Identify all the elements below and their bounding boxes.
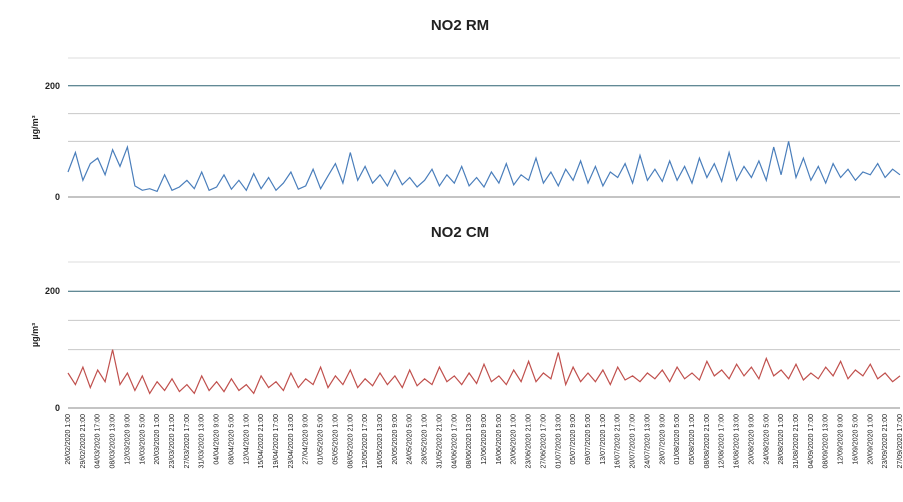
x-tick-label: 29/02/2020 21:00 xyxy=(80,414,87,469)
x-tick-label: 20/03/2020 1:00 xyxy=(154,414,161,465)
chart-title: NO2 RM xyxy=(431,17,489,34)
x-tick-label: 16/03/2020 5:00 xyxy=(139,414,146,465)
x-tick-label: 16/09/2020 5:00 xyxy=(852,414,859,465)
x-tick-label: 31/03/2020 13:00 xyxy=(199,414,206,469)
x-tick-label: 28/05/2020 1:00 xyxy=(422,414,429,465)
x-tick-label: 12/03/2020 9:00 xyxy=(124,414,131,465)
x-tick-label: 16/07/2020 21:00 xyxy=(615,414,622,469)
x-tick-label: 19/04/2020 17:00 xyxy=(273,414,280,469)
x-tick-label: 27/03/2020 17:00 xyxy=(184,414,191,469)
x-tick-label: 23/03/2020 21:00 xyxy=(169,414,176,469)
x-tick-label: 12/06/2020 9:00 xyxy=(481,414,488,465)
x-tick-label: 05/08/2020 1:00 xyxy=(689,414,696,465)
x-tick-label: 28/07/2020 9:00 xyxy=(659,414,666,465)
x-tick-label: 20/05/2020 9:00 xyxy=(392,414,399,465)
x-tick-label: 16/05/2020 13:00 xyxy=(377,414,384,469)
y-tick-label: 200 xyxy=(45,286,60,296)
y-tick-label: 0 xyxy=(55,192,60,202)
x-tick-label: 12/09/2020 9:00 xyxy=(838,414,845,465)
x-tick-label: 15/04/2020 21:00 xyxy=(258,414,265,469)
x-tick-label: 12/05/2020 17:00 xyxy=(362,414,369,469)
x-tick-label: 08/04/2020 5:00 xyxy=(228,414,235,465)
x-tick-label: 24/08/2020 5:00 xyxy=(763,414,770,465)
x-tick-label: 13/07/2020 1:00 xyxy=(600,414,607,465)
x-tick-label: 04/09/2020 17:00 xyxy=(808,414,815,469)
x-tick-label: 31/05/2020 21:00 xyxy=(436,414,443,469)
x-tick-label: 05/07/2020 9:00 xyxy=(570,414,577,465)
x-tick-label: 16/08/2020 13:00 xyxy=(734,414,741,469)
x-tick-label: 24/07/2020 13:00 xyxy=(644,414,651,469)
y-axis-title: µg/m³ xyxy=(30,323,40,347)
x-tick-label: 20/09/2020 1:00 xyxy=(867,414,874,465)
x-tick-label: 08/09/2020 13:00 xyxy=(823,414,830,469)
y-tick-label: 200 xyxy=(45,81,60,91)
x-tick-label: 31/08/2020 21:00 xyxy=(793,414,800,469)
x-tick-label: 04/04/2020 9:00 xyxy=(214,414,221,465)
x-tick-label: 27/06/2020 17:00 xyxy=(540,414,547,469)
x-tick-label: 05/05/2020 1:00 xyxy=(332,414,339,465)
x-tick-label: 12/04/2020 1:00 xyxy=(243,414,250,465)
x-tick-label: 08/08/2020 21:00 xyxy=(704,414,711,469)
chart-title: NO2 CM xyxy=(431,224,489,241)
x-tick-label: 24/05/2020 5:00 xyxy=(407,414,414,465)
x-tick-label: 08/05/2020 21:00 xyxy=(347,414,354,469)
x-tick-label: 23/04/2020 13:00 xyxy=(288,414,295,469)
x-tick-label: 12/08/2020 17:00 xyxy=(719,414,726,469)
data-line xyxy=(67,141,901,193)
x-tick-label: 28/08/2020 1:00 xyxy=(778,414,785,465)
x-tick-label: 08/03/2020 13:00 xyxy=(110,414,117,469)
x-tick-label: 23/09/2020 21:00 xyxy=(882,414,889,469)
y-tick-label: 0 xyxy=(55,403,60,413)
x-tick-label: 04/03/2020 17:00 xyxy=(95,414,102,469)
data-line xyxy=(67,349,901,395)
y-axis-title: µg/m³ xyxy=(30,115,40,139)
x-tick-label: 16/06/2020 5:00 xyxy=(496,414,503,465)
x-tick-label: 20/07/2020 17:00 xyxy=(630,414,637,469)
x-tick-label: 01/07/2020 13:00 xyxy=(555,414,562,469)
x-tick-label: 01/08/2020 5:00 xyxy=(674,414,681,465)
x-tick-label: 04/06/2020 17:00 xyxy=(451,414,458,469)
x-tick-label: 27/04/2020 9:00 xyxy=(303,414,310,465)
x-tick-label: 27/09/2020 17:00 xyxy=(897,414,903,469)
x-tick-label: 20/08/2020 9:00 xyxy=(748,414,755,465)
x-tick-label: 23/06/2020 21:00 xyxy=(526,414,533,469)
x-tick-label: 26/02/2020 1:00 xyxy=(65,414,72,465)
x-tick-label: 09/07/2020 5:00 xyxy=(585,414,592,465)
x-tick-label: 08/06/2020 13:00 xyxy=(466,414,473,469)
x-tick-label: 20/06/2020 1:00 xyxy=(511,414,518,465)
x-tick-label: 01/05/2020 5:00 xyxy=(318,414,325,465)
